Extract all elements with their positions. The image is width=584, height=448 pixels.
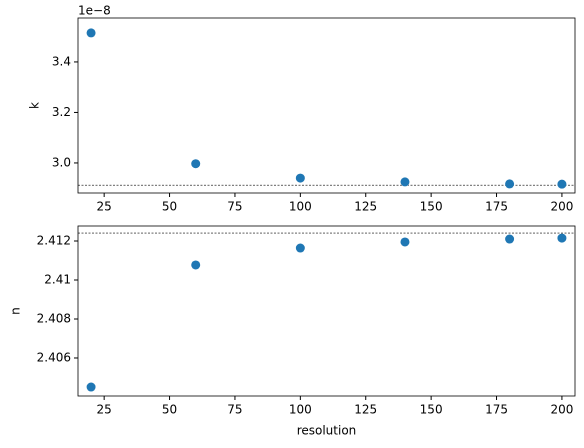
x-tick-label: 175 xyxy=(485,200,508,214)
point xyxy=(557,179,567,189)
point xyxy=(191,159,201,169)
point xyxy=(505,234,515,244)
point xyxy=(295,173,305,183)
y-tick-label: 2.41 xyxy=(44,273,71,287)
y-tick-label: 3.4 xyxy=(52,54,71,68)
x-tick-label: 25 xyxy=(97,403,112,417)
x-tick-label: 75 xyxy=(227,403,242,417)
x-tick-label: 50 xyxy=(162,403,177,417)
point xyxy=(86,382,96,392)
y-tick-label: 2.408 xyxy=(37,311,71,325)
x-tick-label: 200 xyxy=(550,200,573,214)
axes-frame xyxy=(77,17,576,194)
y-axis-label: k xyxy=(28,102,42,109)
offset-text: 1e−8 xyxy=(78,4,111,18)
point xyxy=(400,237,410,247)
axes-frame xyxy=(77,225,576,397)
x-tick-label: 175 xyxy=(485,403,508,417)
point xyxy=(191,260,201,270)
point xyxy=(86,28,96,38)
point xyxy=(295,243,305,253)
x-tick-label: 100 xyxy=(289,403,312,417)
x-tick-label: 50 xyxy=(162,200,177,214)
y-tick-label: 2.406 xyxy=(37,350,71,364)
x-tick-label: 200 xyxy=(550,403,573,417)
point xyxy=(400,177,410,187)
point xyxy=(505,179,515,189)
x-tick-label: 150 xyxy=(420,200,443,214)
x-tick-label: 100 xyxy=(289,200,312,214)
x-axis-label: resolution xyxy=(297,424,357,438)
y-tick-label: 3.2 xyxy=(52,105,71,119)
x-tick-label: 125 xyxy=(354,200,377,214)
y-tick-label: 3.0 xyxy=(52,155,71,169)
x-tick-label: 125 xyxy=(354,403,377,417)
x-tick-label: 150 xyxy=(420,403,443,417)
y-tick-label: 2.412 xyxy=(37,234,71,248)
point xyxy=(557,233,567,243)
x-tick-label: 25 xyxy=(97,200,112,214)
y-axis-label: n xyxy=(9,307,23,315)
x-tick-label: 75 xyxy=(227,200,242,214)
